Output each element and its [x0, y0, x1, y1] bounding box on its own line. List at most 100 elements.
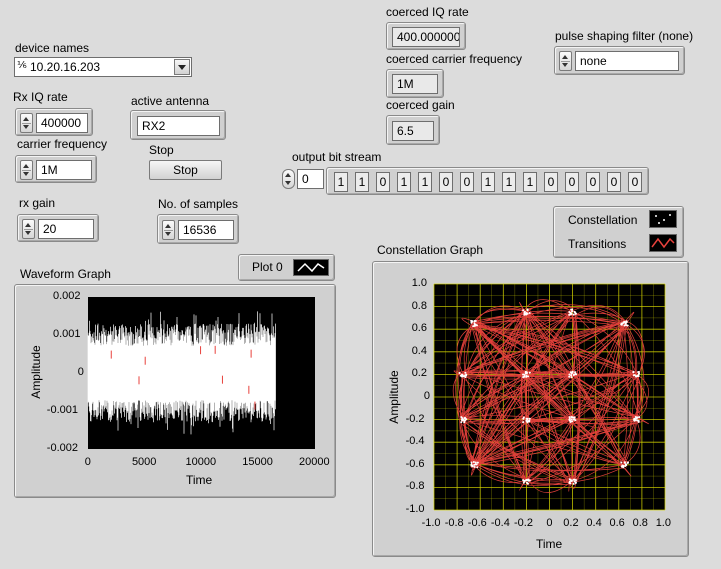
waveform-x-tick: 20000: [299, 456, 330, 468]
array-index-input[interactable]: 0: [297, 169, 324, 189]
constellation-x-tick: 0: [546, 517, 553, 529]
transition-lines: [452, 299, 649, 493]
constellation-y-tick: 0.8: [411, 299, 427, 312]
constellation-point: [470, 319, 478, 328]
bit-cell: 0: [439, 172, 453, 192]
bit-cell: 0: [460, 172, 474, 192]
coerced-carrier-frequency-value: 1M: [392, 74, 438, 94]
active-antenna-input[interactable]: RX2: [137, 116, 220, 136]
constellation-point: [522, 308, 531, 316]
rx-gain-label: rx gain: [19, 196, 56, 210]
constellation-x-tick: -0.4: [490, 517, 510, 529]
constellation-x-tick: -0.2: [514, 517, 533, 529]
constellation-x-tick: 0.6: [609, 517, 625, 529]
constellation-x-tick: 1.0: [655, 517, 671, 529]
constellation-point: [620, 461, 630, 469]
waveform-trace: [87, 311, 276, 435]
coerced-gain-label: coerced gain: [386, 98, 455, 112]
constellation-point: [522, 370, 531, 379]
rx-gain-input[interactable]: 20: [38, 219, 94, 239]
carrier-frequency-control: 1M: [15, 155, 97, 183]
device-names-combobox[interactable]: ⅙ 10.20.16.203: [14, 57, 192, 77]
coerced-gain-value: 6.5: [392, 121, 434, 141]
num-samples-stepper[interactable]: [162, 220, 175, 240]
stop-label: Stop: [149, 143, 174, 157]
constellation-graph-label: Constellation Graph: [377, 243, 484, 257]
waveform-y-tick: 0.001: [53, 328, 81, 340]
bit-cell: 0: [607, 172, 621, 192]
constellation-x-tick: 0.4: [586, 517, 602, 529]
pulse-shaping-filter-control: none: [554, 46, 685, 75]
bit-cell: 0: [376, 172, 390, 192]
rx-iq-rate-stepper[interactable]: [20, 113, 33, 133]
array-index-stepper[interactable]: [282, 169, 295, 189]
constellation-point: [632, 370, 641, 378]
active-antenna-control: RX2: [130, 110, 226, 140]
constellation-y-tick: 0.6: [411, 322, 427, 335]
waveform-x-tick: 10000: [185, 456, 217, 468]
waveform-y-tick: 0.002: [53, 290, 81, 302]
coerced-carrier-frequency-indicator: 1M: [386, 69, 444, 98]
constellation-y-tick: 0.4: [411, 344, 427, 357]
bit-cell: 1: [355, 172, 369, 192]
waveform-ylabel: Amplitude: [29, 345, 43, 399]
constellation-legend-swatch: [649, 210, 677, 228]
bit-cell: 0: [565, 172, 579, 192]
constellation-ylabel: Amplitude: [387, 370, 401, 424]
rx-iq-rate-label: Rx IQ rate: [13, 90, 68, 104]
waveform-graph-svg[interactable]: [14, 284, 336, 498]
waveform-xlabel: Time: [186, 473, 213, 487]
waveform-graph-label: Waveform Graph: [20, 267, 111, 281]
plot0-legend-label: Plot 0: [252, 260, 283, 274]
constellation-legend-label: Constellation: [568, 213, 638, 227]
dropdown-button[interactable]: [174, 59, 190, 75]
constellation-graph-svg[interactable]: [372, 261, 689, 557]
num-samples-label: No. of samples: [158, 197, 239, 211]
constellation-point: [620, 320, 629, 327]
rx-iq-rate-input[interactable]: 400000: [36, 113, 88, 133]
constellation-point: [568, 416, 577, 424]
transitions-legend-label: Transitions: [568, 237, 627, 251]
waveform-y-tick: -0.002: [46, 442, 78, 454]
stop-button[interactable]: Stop: [149, 160, 222, 180]
constellation-y-tick: 1.0: [411, 277, 427, 289]
bit-cell: 1: [523, 172, 537, 192]
carrier-frequency-input[interactable]: 1M: [36, 160, 92, 180]
constellation-legend[interactable]: Constellation Transitions: [553, 206, 684, 258]
bit-cell: 0: [628, 172, 642, 192]
rx-gain-control: 20: [17, 214, 99, 242]
waveform-plot-legend[interactable]: Plot 0: [238, 254, 335, 281]
bit-cell: 1: [334, 172, 348, 192]
constellation-point: [568, 370, 578, 379]
bit-cell: 0: [544, 172, 558, 192]
constellation-x-tick: -0.8: [444, 517, 464, 529]
pulse-shaping-filter-label: pulse shaping filter (none): [555, 29, 694, 43]
rx-gain-stepper[interactable]: [22, 219, 35, 239]
bit-cell: 1: [418, 172, 432, 192]
active-antenna-label: active antenna: [131, 94, 210, 108]
constellation-y-tick: 0: [423, 390, 431, 402]
constellation-x-tick: -1.0: [421, 517, 441, 529]
pulse-shaping-filter-input[interactable]: none: [575, 51, 679, 71]
coerced-gain-indicator: 6.5: [386, 115, 440, 145]
constellation-y-tick: -0.8: [405, 480, 425, 493]
pulse-shaping-filter-stepper[interactable]: [559, 51, 572, 71]
num-samples-control: 16536: [157, 214, 239, 244]
bit-cell: 1: [397, 172, 411, 192]
constellation-y-tick: -0.2: [405, 412, 425, 425]
constellation-x-tick: 0.2: [563, 517, 579, 529]
io-name-icon: ⅙: [17, 60, 27, 71]
waveform-y-tick: 0: [77, 366, 84, 378]
coerced-iq-rate-label: coerced IQ rate: [386, 5, 469, 19]
carrier-frequency-label: carrier frequency: [17, 137, 108, 151]
plot0-legend-swatch: [293, 259, 329, 276]
carrier-frequency-stepper[interactable]: [20, 160, 33, 180]
constellation-point: [568, 308, 577, 316]
num-samples-input[interactable]: 16536: [178, 220, 234, 240]
constellation-point: [460, 416, 468, 424]
transitions-legend-swatch: [649, 234, 677, 252]
waveform-x-tick: 15000: [242, 456, 273, 468]
constellation-y-tick: -1.0: [405, 503, 425, 515]
constellation-y-tick: 0.2: [411, 367, 427, 380]
